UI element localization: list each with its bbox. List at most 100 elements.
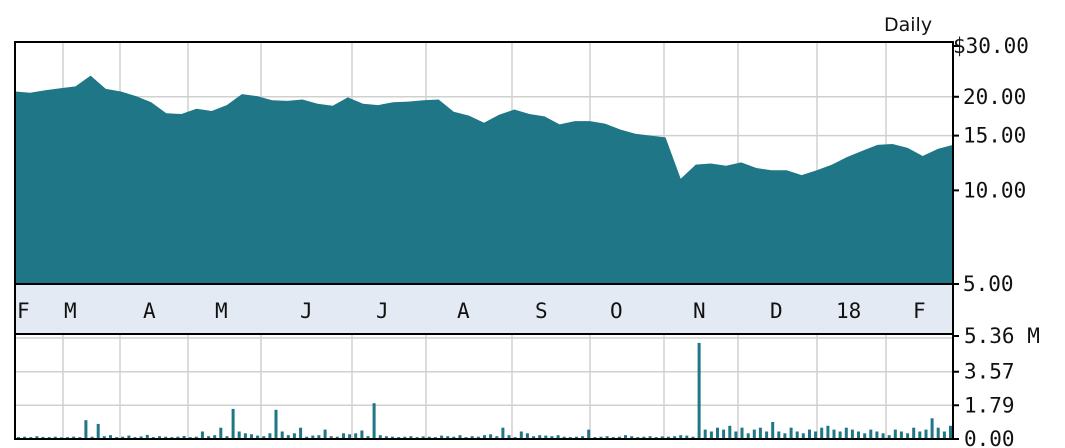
volume-bar bbox=[820, 427, 824, 439]
volume-bar bbox=[440, 435, 444, 439]
volume-bar bbox=[581, 436, 585, 439]
volume-bar bbox=[906, 433, 910, 439]
volume-bar bbox=[924, 429, 928, 439]
volume-bar bbox=[863, 433, 867, 439]
volume-bar bbox=[231, 408, 235, 439]
volume-bar bbox=[703, 429, 707, 439]
volume-bar bbox=[483, 435, 486, 439]
volume-bar bbox=[691, 436, 695, 439]
volume-bar bbox=[936, 427, 940, 439]
volume-bar bbox=[642, 436, 646, 439]
volume-bar bbox=[562, 436, 566, 439]
volume-bar bbox=[109, 435, 112, 439]
price-tick-label: 15.00 bbox=[963, 124, 1026, 148]
volume-bar bbox=[458, 435, 462, 439]
volume-bar bbox=[789, 427, 793, 439]
month-label: J bbox=[376, 299, 389, 323]
volume-bar bbox=[507, 435, 511, 439]
volume-bar bbox=[23, 436, 27, 439]
volume-bar bbox=[746, 433, 750, 439]
price-axis: $30.00 20.00 15.00 10.00 5.00 bbox=[953, 34, 1029, 296]
volume-bar bbox=[421, 436, 425, 439]
month-label: O bbox=[610, 299, 623, 323]
volume-bar bbox=[366, 436, 370, 439]
volume-bar bbox=[176, 436, 180, 439]
volume-bar bbox=[250, 434, 253, 439]
volume-bar bbox=[716, 427, 719, 439]
volume-bar bbox=[771, 422, 775, 439]
volume-bar bbox=[832, 429, 836, 439]
month-label: F bbox=[17, 299, 30, 323]
chart-title-daily: Daily bbox=[884, 14, 932, 36]
volume-bar bbox=[758, 427, 762, 439]
volume-bar bbox=[200, 431, 204, 439]
volume-bar bbox=[219, 427, 223, 439]
month-label: N bbox=[693, 299, 706, 323]
volume-bar bbox=[335, 436, 339, 439]
volume-bar bbox=[814, 431, 818, 439]
volume-bar bbox=[808, 429, 811, 439]
volume-bar bbox=[452, 436, 456, 439]
volume-panel-frame bbox=[14, 333, 954, 440]
volume-bar bbox=[35, 436, 39, 439]
volume-bar bbox=[311, 435, 315, 439]
volume-bar bbox=[237, 431, 241, 439]
volume-bar bbox=[262, 436, 266, 439]
volume-bar bbox=[274, 409, 278, 439]
volume-bar bbox=[409, 436, 413, 439]
volume-bar bbox=[53, 436, 57, 439]
volume-tick-label: 3.57 bbox=[964, 360, 1015, 384]
volume-bar bbox=[685, 435, 689, 439]
month-label: M bbox=[64, 299, 77, 323]
volume-bar bbox=[164, 436, 168, 439]
volume-bar bbox=[342, 433, 345, 439]
volume-grid bbox=[15, 334, 953, 440]
volume-bar bbox=[599, 436, 603, 439]
volume-bar bbox=[84, 420, 88, 439]
volume-bar bbox=[660, 436, 664, 439]
month-label: J bbox=[300, 299, 313, 323]
volume-bar bbox=[728, 425, 732, 439]
volume-bar bbox=[722, 429, 726, 439]
volume-bar bbox=[329, 436, 333, 439]
volume-bar bbox=[605, 436, 609, 439]
price-tick-label: $30.00 bbox=[953, 34, 1029, 58]
volume-bar bbox=[544, 435, 548, 439]
volume-bar bbox=[783, 433, 787, 439]
volume-bar bbox=[354, 433, 358, 439]
volume-bar bbox=[280, 431, 284, 439]
volume-bar bbox=[139, 436, 143, 439]
volume-bar bbox=[489, 434, 493, 439]
volume-bar bbox=[145, 434, 149, 439]
volume-bar bbox=[519, 431, 523, 439]
volume-bar bbox=[887, 435, 891, 439]
volume-bar bbox=[942, 431, 946, 439]
volume-bar bbox=[501, 427, 505, 439]
volume-bar bbox=[292, 433, 296, 439]
volume-bar bbox=[801, 433, 805, 439]
volume-bar bbox=[777, 431, 781, 439]
volume-bar bbox=[899, 431, 903, 439]
volume-bar bbox=[403, 436, 407, 439]
volume-bar bbox=[299, 427, 303, 439]
volume-bar bbox=[41, 436, 45, 439]
volume-bar bbox=[532, 436, 536, 439]
volume-bar bbox=[286, 435, 290, 439]
volume-bar bbox=[225, 436, 229, 439]
volume-bar bbox=[384, 436, 388, 439]
volume-bar bbox=[446, 436, 450, 439]
month-label: A bbox=[457, 299, 470, 323]
volume-bar bbox=[673, 436, 677, 439]
month-label: M bbox=[215, 299, 228, 323]
volume-bar bbox=[538, 435, 542, 439]
price-tick-label: 20.00 bbox=[963, 85, 1026, 109]
volume-bar bbox=[869, 429, 873, 439]
volume-bar bbox=[391, 436, 394, 439]
volume-bar bbox=[587, 429, 591, 439]
volume-bar bbox=[158, 436, 161, 439]
price-tick-label: 10.00 bbox=[963, 178, 1026, 202]
volume-bar bbox=[243, 433, 247, 439]
volume-bar bbox=[575, 436, 578, 439]
price-area bbox=[15, 75, 953, 284]
volume-bar bbox=[476, 436, 480, 439]
